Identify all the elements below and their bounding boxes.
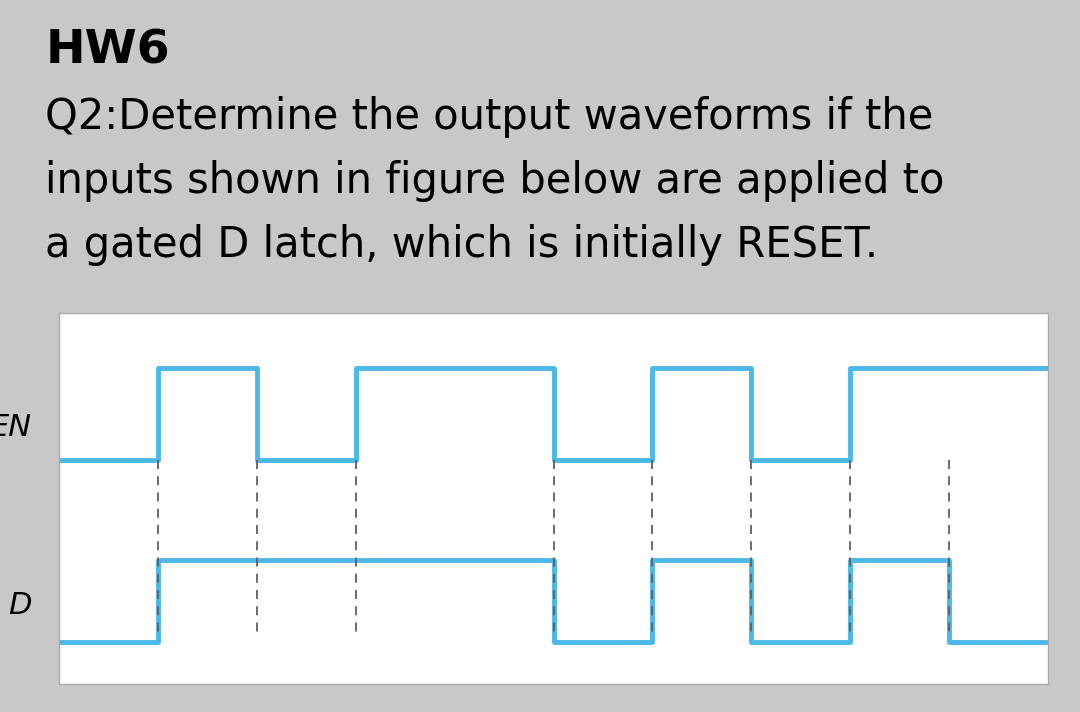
Text: Q2:Determine the output waveforms if the: Q2:Determine the output waveforms if the	[45, 96, 934, 138]
Text: EN: EN	[0, 413, 31, 442]
Text: D: D	[9, 591, 31, 620]
Text: inputs shown in figure below are applied to: inputs shown in figure below are applied…	[45, 160, 945, 202]
Text: a gated D latch, which is initially RESET.: a gated D latch, which is initially RESE…	[45, 224, 878, 266]
Text: HW6: HW6	[45, 28, 170, 73]
